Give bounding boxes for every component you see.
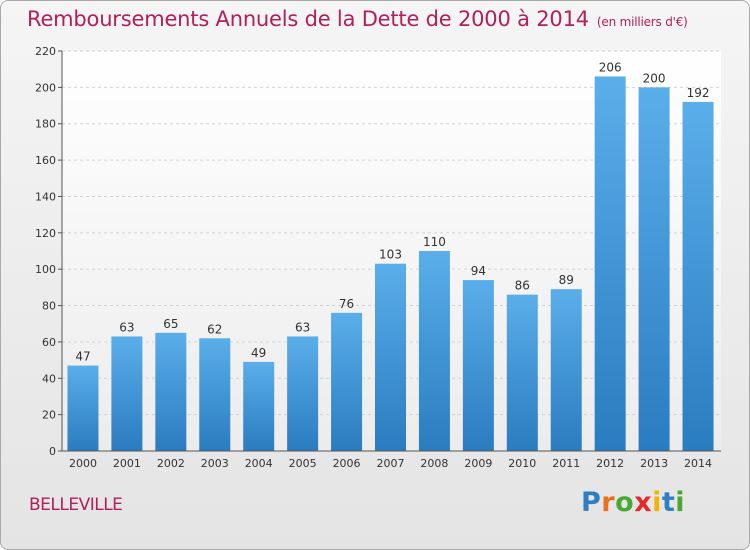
bar bbox=[155, 332, 187, 451]
bar bbox=[331, 312, 363, 451]
bar-value-label: 63 bbox=[295, 320, 310, 334]
x-axis: 2000 2001 2002 2003 2004 2005 2006 2007 2008 2009… bbox=[62, 450, 721, 470]
x-tick-label: 2013 bbox=[640, 457, 668, 470]
x-tick-label: 2009 bbox=[464, 457, 492, 470]
bar-value-label: 103 bbox=[379, 248, 402, 262]
x-tick-label: 2001 bbox=[113, 457, 141, 470]
x-tick-label: 2002 bbox=[157, 457, 185, 470]
x-tick-label: 2014 bbox=[684, 457, 712, 470]
bar-value-label: 47 bbox=[75, 350, 90, 364]
x-tick-label: 2007 bbox=[377, 457, 405, 470]
bar bbox=[462, 280, 494, 451]
bar bbox=[418, 251, 450, 451]
bar-value-label: 65 bbox=[163, 317, 178, 331]
x-tick-label: 2010 bbox=[508, 457, 536, 470]
bar-value-label: 63 bbox=[119, 320, 134, 334]
bars: 47 63 65 62 49 63 76 103 110 94 86 89 206 200 192 bbox=[67, 60, 714, 452]
logo-letter: i bbox=[675, 487, 686, 518]
x-tick-label: 2004 bbox=[245, 457, 273, 470]
y-axis: 0 20 40 60 80 100 120 140 160 180 200 220 bbox=[35, 45, 63, 458]
logo-letter: t bbox=[661, 487, 676, 518]
y-tick-label: 140 bbox=[35, 190, 56, 203]
y-tick-label: 180 bbox=[35, 118, 56, 131]
chart-title-text: Remboursements Annuels de la Dette de 20… bbox=[27, 7, 589, 31]
bar-value-label: 76 bbox=[339, 297, 354, 311]
bar bbox=[375, 263, 406, 451]
bar-value-label: 206 bbox=[599, 60, 622, 74]
y-tick-label: 40 bbox=[42, 372, 56, 385]
logo-letter: r bbox=[601, 487, 616, 518]
y-tick-label: 20 bbox=[42, 409, 56, 422]
y-tick-label: 80 bbox=[42, 300, 56, 313]
logo-letter: P bbox=[581, 487, 602, 518]
y-tick-label: 200 bbox=[35, 81, 56, 94]
proxiti-logo: Proxiti bbox=[581, 487, 685, 518]
x-tick-label: 2012 bbox=[596, 457, 624, 470]
logo-letter: i bbox=[652, 487, 662, 518]
x-tick-label: 2011 bbox=[552, 457, 580, 470]
x-tick-label: 2003 bbox=[201, 457, 229, 470]
bar-value-label: 110 bbox=[423, 235, 446, 249]
x-tick-label: 2000 bbox=[69, 457, 97, 470]
bar bbox=[199, 338, 231, 451]
bar bbox=[638, 87, 670, 451]
y-tick-label: 120 bbox=[35, 227, 56, 240]
bar bbox=[111, 336, 143, 451]
bar-value-label: 89 bbox=[559, 273, 574, 287]
logo-letter: x bbox=[634, 487, 653, 518]
bar-value-label: 94 bbox=[471, 264, 486, 278]
y-tick-label: 220 bbox=[35, 45, 56, 58]
x-tick-label: 2005 bbox=[289, 457, 317, 470]
y-tick-label: 0 bbox=[49, 445, 56, 458]
bar bbox=[287, 336, 319, 451]
bar-value-label: 49 bbox=[251, 346, 266, 360]
bar bbox=[67, 365, 99, 451]
chart-title: Remboursements Annuels de la Dette de 20… bbox=[27, 7, 688, 31]
bar-value-label: 192 bbox=[687, 86, 710, 100]
y-tick-label: 160 bbox=[35, 154, 56, 167]
bar-value-label: 86 bbox=[515, 279, 530, 293]
bar bbox=[506, 294, 538, 451]
x-tick-label: 2006 bbox=[333, 457, 361, 470]
bar-value-label: 200 bbox=[643, 71, 666, 85]
bar-value-label: 62 bbox=[207, 322, 222, 336]
logo-letter: o bbox=[615, 487, 635, 518]
x-tick-label: 2008 bbox=[420, 457, 448, 470]
commune-name: BELLEVILLE bbox=[29, 495, 123, 515]
bar bbox=[550, 289, 582, 451]
y-tick-label: 60 bbox=[42, 336, 56, 349]
y-tick-label: 100 bbox=[35, 263, 56, 276]
bar bbox=[594, 76, 626, 452]
bar bbox=[682, 101, 714, 451]
chart-subtitle: (en milliers d'€) bbox=[596, 15, 688, 29]
bar bbox=[243, 361, 275, 451]
